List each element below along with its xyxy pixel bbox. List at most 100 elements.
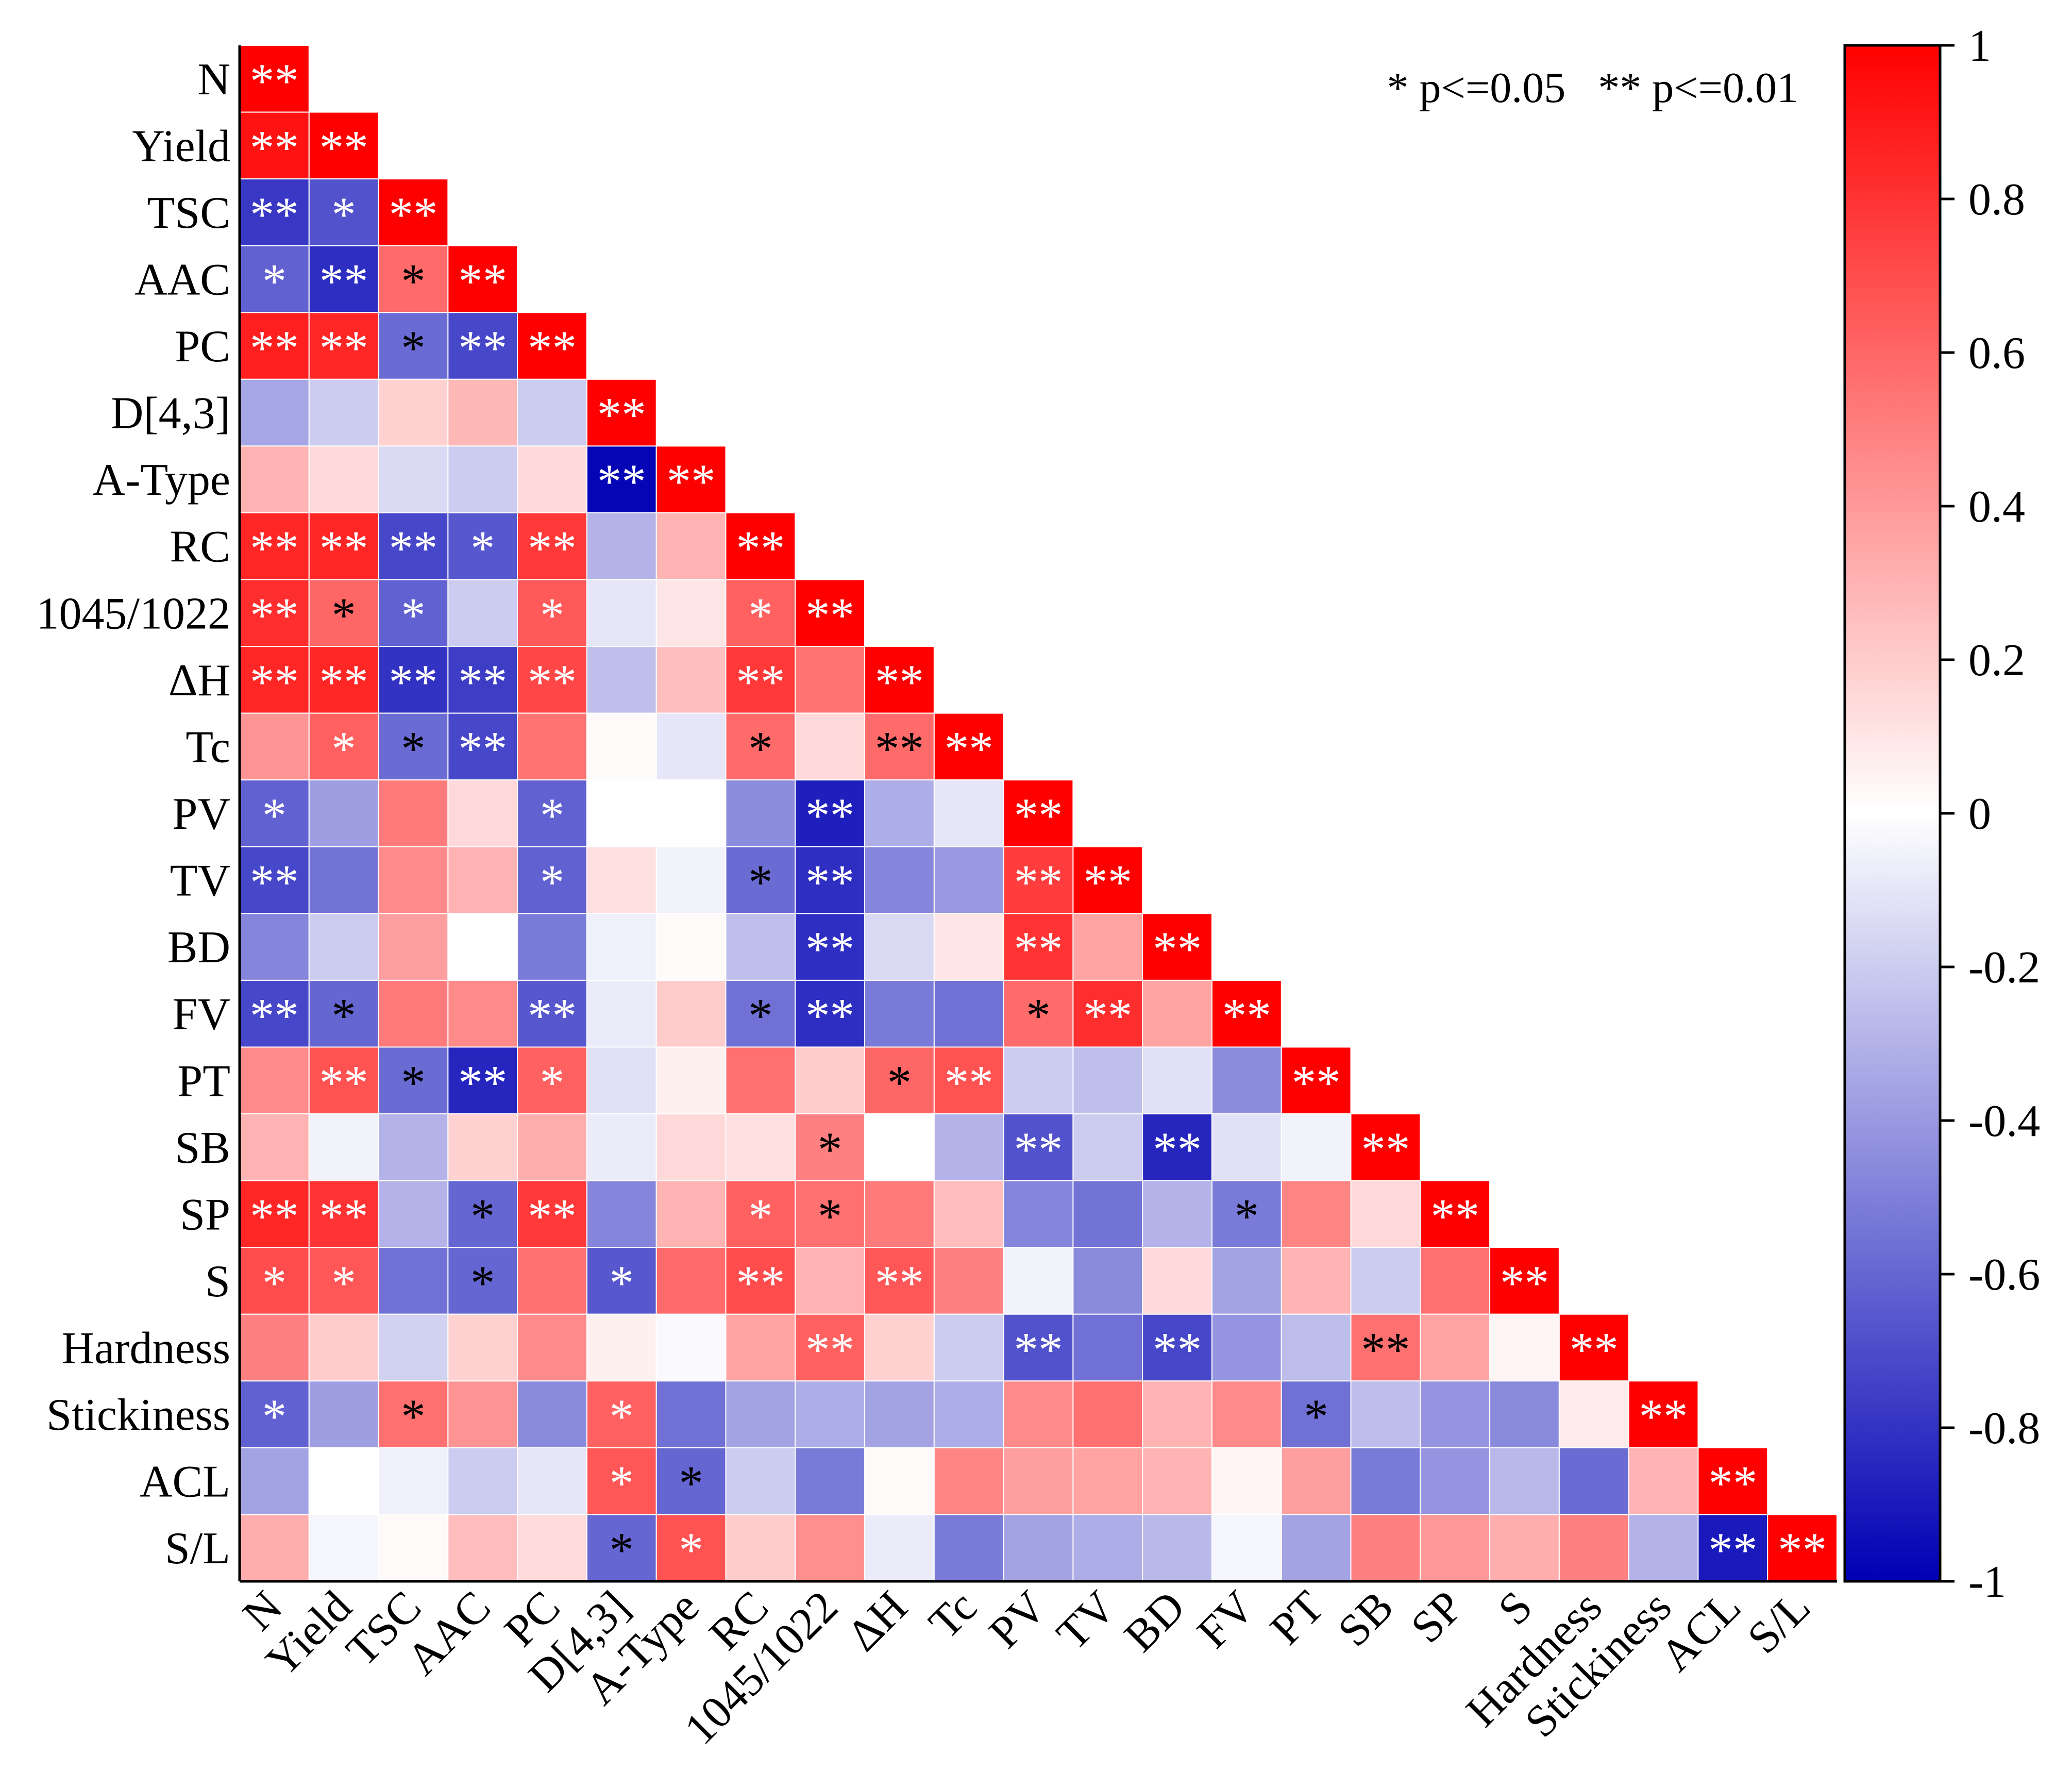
heatmap-cell — [933, 846, 1004, 914]
heatmap-cell — [795, 646, 866, 714]
heatmap-cell — [239, 1447, 310, 1515]
significance-mark: * — [401, 1389, 426, 1444]
significance-mark: ** — [875, 1256, 924, 1310]
heatmap-cell — [1420, 1514, 1491, 1582]
heatmap-cell — [655, 579, 727, 647]
significance-mark: ** — [250, 989, 299, 1043]
significance-mark: * — [262, 254, 287, 308]
heatmap-cell — [795, 1247, 866, 1315]
heatmap-cell — [1350, 1514, 1421, 1582]
heatmap-cell — [517, 1380, 587, 1448]
heatmap-cell — [378, 979, 449, 1048]
heatmap-cell — [378, 646, 449, 714]
heatmap-cell — [378, 445, 449, 513]
heatmap-cell — [864, 1113, 935, 1181]
heatmap-cell — [1072, 846, 1143, 914]
significance-mark: ** — [875, 721, 924, 776]
heatmap-cell — [586, 1313, 657, 1382]
significance-mark: ** — [736, 1256, 785, 1310]
colorbar-tick-label: 0.4 — [1968, 482, 2025, 532]
heatmap-cell — [655, 1514, 727, 1582]
significance-mark: ** — [319, 321, 368, 375]
heatmap-cell — [1489, 1313, 1560, 1382]
heatmap-cell — [655, 779, 727, 847]
colorbar-tick-label: -1 — [1968, 1557, 2006, 1607]
heatmap-cell — [586, 579, 657, 647]
heatmap-cell — [864, 913, 935, 981]
significance-mark: ** — [458, 655, 507, 709]
heatmap-cell — [447, 1514, 518, 1582]
significance-mark: ** — [1014, 855, 1063, 910]
heatmap-cell — [586, 646, 657, 714]
heatmap-cell — [864, 1380, 935, 1448]
heatmap-cell — [655, 913, 727, 981]
heatmap-cell — [933, 1447, 1004, 1515]
heatmap-cell — [378, 378, 449, 447]
heatmap-cell — [795, 1447, 866, 1515]
heatmap-cell — [1211, 1180, 1282, 1248]
significance-mark: * — [1235, 1189, 1259, 1243]
significance-mark: ** — [805, 922, 854, 976]
significance-mark: ** — [458, 254, 507, 308]
heatmap-cell — [1003, 1380, 1074, 1448]
heatmap-cell — [308, 1180, 379, 1248]
x-axis-label: PV — [980, 1582, 1056, 1658]
significance-mark: ** — [1361, 1122, 1410, 1177]
significance-mark: * — [679, 1456, 703, 1511]
y-axis-label: FV — [173, 990, 231, 1040]
heatmap-cell — [725, 512, 796, 580]
heatmap-cell — [795, 1514, 866, 1582]
significance-mark: ** — [1153, 1122, 1202, 1177]
significance-mark: * — [540, 788, 565, 843]
heatmap-cell — [1003, 779, 1074, 847]
significance-mark: * — [610, 1523, 634, 1577]
significance-mark: ** — [805, 855, 854, 910]
heatmap-cell — [586, 1447, 657, 1515]
heatmap-cell — [517, 1247, 587, 1315]
heatmap-cell — [1281, 1447, 1352, 1515]
heatmap-cell — [725, 979, 796, 1048]
significance-mark: * — [610, 1389, 634, 1444]
heatmap-cell — [1142, 1247, 1212, 1315]
heatmap-cell — [447, 245, 518, 313]
heatmap-cell — [239, 1113, 310, 1181]
significance-mark: ** — [1778, 1523, 1827, 1577]
significance-mark: ** — [736, 521, 785, 576]
heatmap-cell — [517, 913, 587, 981]
heatmap-cell — [725, 913, 796, 981]
heatmap-cell — [1420, 1247, 1491, 1315]
heatmap-cell — [239, 111, 310, 180]
significance-mark: ** — [528, 989, 577, 1043]
y-axis-label: N — [197, 55, 230, 105]
heatmap-cell — [1211, 1046, 1282, 1115]
y-axis-label: S — [205, 1257, 230, 1307]
heatmap-cell — [447, 1380, 518, 1448]
y-axis-label: PT — [177, 1056, 230, 1106]
significance-mark: ** — [319, 521, 368, 576]
y-axis-label: BD — [167, 923, 230, 973]
heatmap-cell — [1142, 1380, 1212, 1448]
heatmap-cell — [933, 1180, 1004, 1248]
heatmap-cell — [1072, 1180, 1143, 1248]
heatmap-cell — [308, 312, 379, 380]
heatmap-cell — [1142, 1113, 1212, 1181]
significance-mark: * — [401, 321, 426, 375]
heatmap-cell — [725, 646, 796, 714]
heatmap-cell — [725, 1447, 796, 1515]
heatmap-cell — [1281, 1113, 1352, 1181]
heatmap-cell — [933, 1046, 1004, 1115]
significance-mark: ** — [1014, 1323, 1063, 1377]
heatmap-cell — [655, 445, 727, 513]
heatmap-cell — [308, 779, 379, 847]
heatmap-cell — [378, 1514, 449, 1582]
heatmap-cell — [517, 1113, 587, 1181]
heatmap-cell — [864, 646, 935, 714]
heatmap-cell — [517, 1514, 587, 1582]
heatmap-cell — [933, 979, 1004, 1048]
significance-mark: ** — [319, 655, 368, 709]
significance-mark: * — [540, 855, 565, 910]
significance-mark: * — [1026, 989, 1051, 1043]
heatmap-cell — [1142, 979, 1212, 1048]
heatmap-cell — [447, 378, 518, 447]
